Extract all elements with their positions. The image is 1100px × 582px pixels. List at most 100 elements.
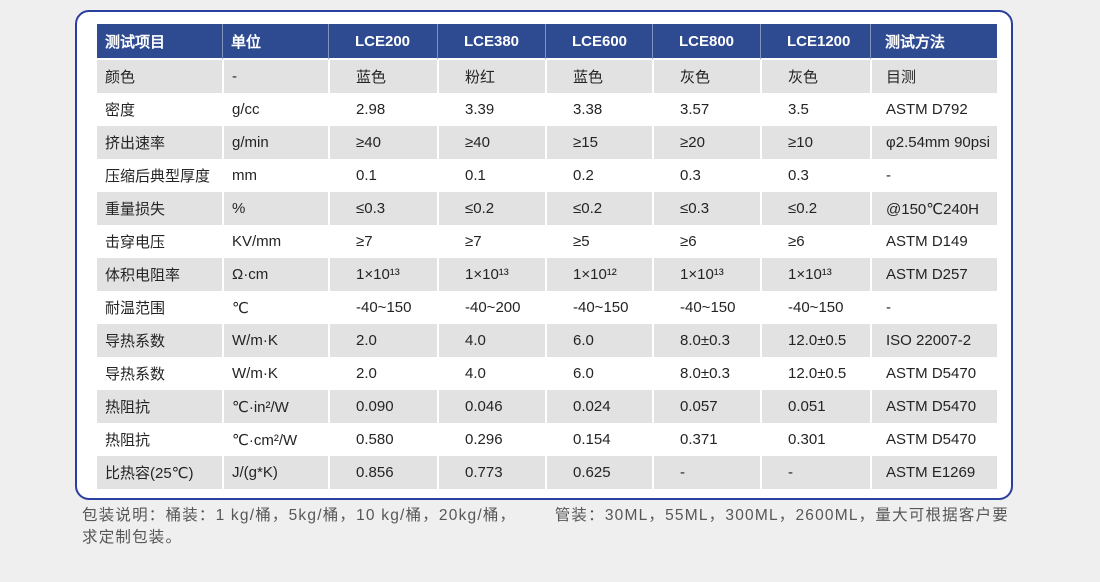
table-header-row: 测试项目 单位 LCE200 LCE380 LCE600 LCE800 LCE1200 测试方… xyxy=(97,24,997,60)
table-cell: ISO 22007-2 xyxy=(870,324,997,357)
table-cell: 挤出速率 xyxy=(97,126,222,159)
table-cell: 12.0±0.5 xyxy=(760,324,870,357)
packaging-note: 包装说明：桶装：1 kg/桶，5kg/桶，10 kg/桶，20kg/桶， 管装：… xyxy=(82,505,1009,549)
table-cell: J/(g*K) xyxy=(222,456,328,489)
table-cell: 粉红 xyxy=(437,60,545,93)
table-cell: -40~150 xyxy=(545,291,652,324)
table-row: 挤出速率 g/min ≥40 ≥40 ≥15 ≥20 ≥10 φ2.54mm 90psi xyxy=(97,126,997,159)
table-cell: mm xyxy=(222,159,328,192)
table-cell: ℃·cm²/W xyxy=(222,423,328,456)
table-cell: ≤0.3 xyxy=(328,192,437,225)
table-cell: 灰色 xyxy=(760,60,870,93)
table-cell: 目测 xyxy=(870,60,997,93)
table-cell: Ω·cm xyxy=(222,258,328,291)
table-cell: ASTM D257 xyxy=(870,258,997,291)
table-cell: ASTM D5470 xyxy=(870,423,997,456)
table-cell: 3.39 xyxy=(437,93,545,126)
table-cell: ≤0.2 xyxy=(760,192,870,225)
column-header: LCE200 xyxy=(328,24,437,60)
table-cell: 0.2 xyxy=(545,159,652,192)
table-cell: 0.301 xyxy=(760,423,870,456)
table-cell: 6.0 xyxy=(545,324,652,357)
table-cell: 0.090 xyxy=(328,390,437,423)
table-cell: 热阻抗 xyxy=(97,423,222,456)
column-header: 测试方法 xyxy=(870,24,997,60)
table-cell: 2.98 xyxy=(328,93,437,126)
table-cell: ≥15 xyxy=(545,126,652,159)
table-cell: -40~150 xyxy=(328,291,437,324)
table-cell: ≥7 xyxy=(328,225,437,258)
table-cell: ASTM D5470 xyxy=(870,390,997,423)
column-header: LCE800 xyxy=(652,24,760,60)
spec-card: 测试项目 单位 LCE200 LCE380 LCE600 LCE800 LCE1200 测试方… xyxy=(75,10,1013,500)
packaging-note-line1: 包装说明：桶装：1 kg/桶，5kg/桶，10 kg/桶，20kg/桶， 管装：… xyxy=(82,505,1009,527)
table-cell: ≥7 xyxy=(437,225,545,258)
table-cell: ≥5 xyxy=(545,225,652,258)
table-cell: 6.0 xyxy=(545,357,652,390)
table-cell: W/m·K xyxy=(222,357,328,390)
table-cell: 0.3 xyxy=(652,159,760,192)
packaging-note-tube: 管装：30ML，55ML，300ML，2600ML，量大可根据客户要 xyxy=(554,507,1009,524)
table-row: 热阻抗 ℃·cm²/W 0.580 0.296 0.154 0.371 0.301 ASTM … xyxy=(97,423,997,456)
table-cell: 3.38 xyxy=(545,93,652,126)
table-row: 耐温范围 ℃ -40~150 -40~200 -40~150 -40~150 -40~150… xyxy=(97,291,997,324)
table-cell: 0.580 xyxy=(328,423,437,456)
table-cell: φ2.54mm 90psi xyxy=(870,126,997,159)
packaging-note-barrel: 包装说明：桶装：1 kg/桶，5kg/桶，10 kg/桶，20kg/桶， xyxy=(82,507,517,524)
table-cell: -40~150 xyxy=(760,291,870,324)
table-cell: ≤0.2 xyxy=(545,192,652,225)
table-cell: 1×10¹³ xyxy=(652,258,760,291)
table-cell: 灰色 xyxy=(652,60,760,93)
table-cell: - xyxy=(222,60,328,93)
packaging-note-line2: 求定制包装。 xyxy=(82,529,183,546)
column-header: LCE380 xyxy=(437,24,545,60)
table-cell: 0.154 xyxy=(545,423,652,456)
table-row: 热阻抗 ℃·in²/W 0.090 0.046 0.024 0.057 0.051 ASTM … xyxy=(97,390,997,423)
table-cell: 0.3 xyxy=(760,159,870,192)
table-cell: ≤0.2 xyxy=(437,192,545,225)
table-cell: - xyxy=(870,291,997,324)
column-header: 测试项目 xyxy=(97,24,222,60)
table-cell: 0.773 xyxy=(437,456,545,489)
table-cell: 1×10¹² xyxy=(545,258,652,291)
table-cell: 0.371 xyxy=(652,423,760,456)
table-cell: 比热容(25℃) xyxy=(97,456,222,489)
table-cell: 耐温范围 xyxy=(97,291,222,324)
table-cell: 击穿电压 xyxy=(97,225,222,258)
table-cell: - xyxy=(760,456,870,489)
table-cell: ≥6 xyxy=(652,225,760,258)
table-cell: 0.625 xyxy=(545,456,652,489)
table-row: 压缩后典型厚度 mm 0.1 0.1 0.2 0.3 0.3- xyxy=(97,159,997,192)
table-cell: 蓝色 xyxy=(545,60,652,93)
table-cell: - xyxy=(652,456,760,489)
table-cell: W/m·K xyxy=(222,324,328,357)
table-cell: KV/mm xyxy=(222,225,328,258)
table-cell: 0.024 xyxy=(545,390,652,423)
table-cell: 2.0 xyxy=(328,357,437,390)
table-cell: ≤0.3 xyxy=(652,192,760,225)
table-cell: 3.57 xyxy=(652,93,760,126)
table-cell: ℃ xyxy=(222,291,328,324)
table-cell: ≥10 xyxy=(760,126,870,159)
table-cell: 导热系数 xyxy=(97,324,222,357)
table-row: 导热系数 W/m·K 2.0 4.0 6.0 8.0±0.3 12.0±0.5 ISO 220… xyxy=(97,324,997,357)
table-cell: - xyxy=(870,159,997,192)
spec-table: 测试项目 单位 LCE200 LCE380 LCE600 LCE800 LCE1200 测试方… xyxy=(97,24,997,489)
table-cell: 8.0±0.3 xyxy=(652,357,760,390)
table-cell: 4.0 xyxy=(437,324,545,357)
column-header: LCE1200 xyxy=(760,24,870,60)
table-cell: 0.051 xyxy=(760,390,870,423)
table-cell: 0.856 xyxy=(328,456,437,489)
table-cell: ASTM E1269 xyxy=(870,456,997,489)
table-cell: g/min xyxy=(222,126,328,159)
table-cell: 12.0±0.5 xyxy=(760,357,870,390)
table-cell: 4.0 xyxy=(437,357,545,390)
table-cell: 8.0±0.3 xyxy=(652,324,760,357)
table-row: 密度 g/cc 2.98 3.39 3.38 3.57 3.5 ASTM D792 xyxy=(97,93,997,126)
table-cell: 0.296 xyxy=(437,423,545,456)
table-cell: 压缩后典型厚度 xyxy=(97,159,222,192)
table-cell: 1×10¹³ xyxy=(328,258,437,291)
table-row: 颜色 - 蓝色 粉红 蓝色 灰色 灰色 目测 xyxy=(97,60,997,93)
table-cell: 0.1 xyxy=(437,159,545,192)
table-row: 重量损失% ≤0.3 ≤0.2 ≤0.2 ≤0.3 ≤0.2 @150℃240H xyxy=(97,192,997,225)
